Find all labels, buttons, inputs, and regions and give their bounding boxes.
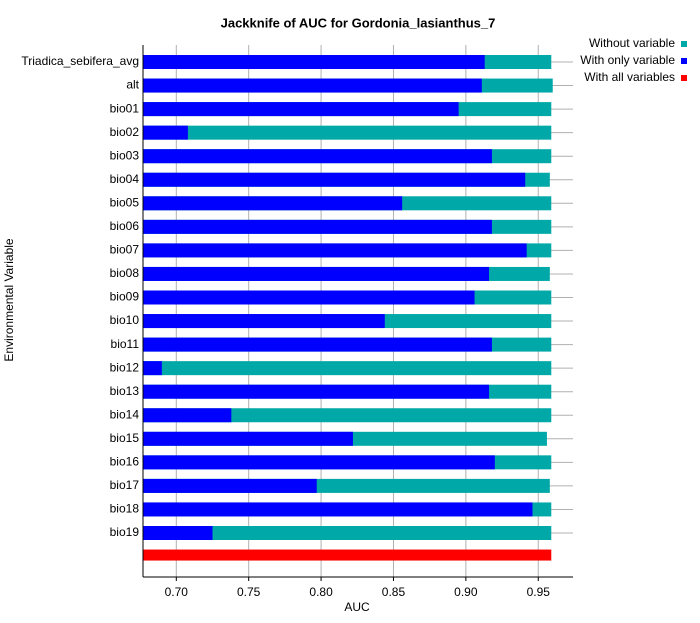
legend-label: With all variables bbox=[584, 70, 675, 84]
x-tick-label: 0.80 bbox=[309, 585, 333, 599]
y-tick-label: bio06 bbox=[110, 219, 140, 233]
x-tick-label: 0.85 bbox=[382, 585, 406, 599]
bar bbox=[143, 478, 317, 493]
bar bbox=[143, 55, 485, 69]
chart-title: Jackknife of AUC for Gordonia_lasianthus… bbox=[221, 15, 496, 30]
bar bbox=[143, 526, 213, 540]
legend-label: Without variable bbox=[589, 36, 675, 50]
bar bbox=[143, 196, 403, 211]
bar bbox=[143, 219, 492, 234]
y-tick-label: bio13 bbox=[110, 384, 140, 398]
legend-swatch bbox=[681, 41, 687, 47]
x-tick-label: 0.95 bbox=[527, 585, 551, 599]
y-tick-label: bio19 bbox=[110, 525, 140, 539]
bar bbox=[143, 125, 188, 140]
bar bbox=[143, 78, 482, 93]
y-tick-label: alt bbox=[126, 78, 139, 92]
bar bbox=[143, 314, 385, 329]
y-tick-label: bio03 bbox=[110, 148, 140, 162]
bar bbox=[143, 290, 475, 305]
y-tick-label: bio17 bbox=[110, 478, 140, 492]
bar bbox=[143, 431, 353, 446]
bar bbox=[143, 549, 552, 561]
bar bbox=[143, 502, 533, 517]
bar bbox=[143, 243, 527, 258]
legend-label: With only variable bbox=[580, 53, 675, 67]
y-tick-label: bio09 bbox=[110, 290, 140, 304]
legend-swatch bbox=[681, 75, 687, 81]
bar bbox=[143, 526, 552, 540]
y-tick-label: bio16 bbox=[110, 455, 140, 469]
y-tick-label: bio02 bbox=[110, 125, 140, 139]
y-tick-label: bio15 bbox=[110, 431, 140, 445]
y-tick-label: bio01 bbox=[110, 101, 140, 115]
y-tick-label: bio10 bbox=[110, 313, 140, 327]
y-axis-label: Environmental Variable bbox=[2, 238, 16, 362]
y-tick-label: bio08 bbox=[110, 266, 140, 280]
bar bbox=[143, 455, 495, 470]
bar bbox=[143, 266, 490, 281]
bar bbox=[143, 337, 492, 352]
bar bbox=[143, 408, 552, 423]
y-tick-label: bio04 bbox=[110, 172, 140, 186]
bar bbox=[143, 149, 492, 164]
bar bbox=[143, 125, 552, 140]
y-tick-label: Triadica_sebifera_avg bbox=[21, 54, 139, 68]
y-tick-label: bio11 bbox=[111, 337, 140, 351]
x-axis-label: AUC bbox=[344, 600, 370, 614]
x-tick-label: 0.70 bbox=[165, 585, 189, 599]
y-tick-label: bio07 bbox=[110, 243, 140, 257]
y-tick-label: bio12 bbox=[110, 360, 140, 374]
y-tick-label: bio18 bbox=[110, 502, 140, 516]
y-tick-label: bio14 bbox=[110, 407, 140, 421]
bar bbox=[143, 172, 526, 187]
bar bbox=[143, 102, 459, 117]
bar bbox=[143, 384, 490, 399]
bar bbox=[143, 361, 162, 376]
y-tick-label: bio05 bbox=[110, 195, 140, 209]
legend-swatch bbox=[681, 58, 687, 64]
bar bbox=[143, 408, 232, 423]
x-tick-label: 0.90 bbox=[454, 585, 478, 599]
x-tick-label: 0.75 bbox=[237, 585, 261, 599]
bar bbox=[143, 361, 552, 376]
